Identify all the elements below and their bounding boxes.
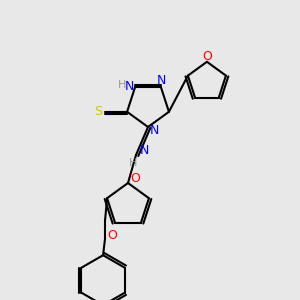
Text: H: H bbox=[129, 158, 137, 168]
Text: N: N bbox=[139, 143, 149, 157]
Text: S: S bbox=[94, 105, 102, 118]
Text: N: N bbox=[149, 124, 159, 136]
Text: O: O bbox=[202, 50, 212, 63]
Text: N: N bbox=[157, 74, 167, 87]
Text: H: H bbox=[118, 80, 126, 90]
Text: O: O bbox=[130, 172, 140, 184]
Text: N: N bbox=[124, 80, 134, 93]
Text: O: O bbox=[107, 229, 117, 242]
